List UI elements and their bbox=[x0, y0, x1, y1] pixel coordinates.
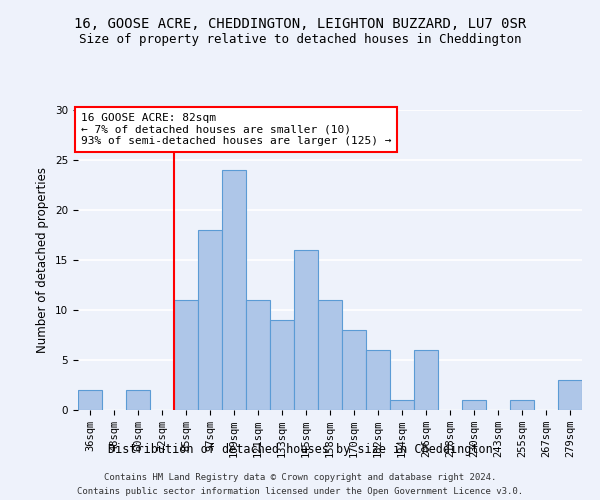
Text: Distribution of detached houses by size in Cheddington: Distribution of detached houses by size … bbox=[107, 442, 493, 456]
Bar bbox=[174, 300, 198, 410]
Text: Contains HM Land Registry data © Crown copyright and database right 2024.: Contains HM Land Registry data © Crown c… bbox=[104, 472, 496, 482]
Bar bbox=[462, 400, 486, 410]
Text: Size of property relative to detached houses in Cheddington: Size of property relative to detached ho… bbox=[79, 32, 521, 46]
Bar bbox=[510, 400, 534, 410]
Bar bbox=[222, 170, 246, 410]
Bar bbox=[390, 400, 414, 410]
Text: 16 GOOSE ACRE: 82sqm
← 7% of detached houses are smaller (10)
93% of semi-detach: 16 GOOSE ACRE: 82sqm ← 7% of detached ho… bbox=[80, 113, 391, 146]
Text: 16, GOOSE ACRE, CHEDDINGTON, LEIGHTON BUZZARD, LU7 0SR: 16, GOOSE ACRE, CHEDDINGTON, LEIGHTON BU… bbox=[74, 18, 526, 32]
Bar bbox=[198, 230, 222, 410]
Bar bbox=[318, 300, 342, 410]
Bar bbox=[246, 300, 270, 410]
Text: Contains public sector information licensed under the Open Government Licence v3: Contains public sector information licen… bbox=[77, 488, 523, 496]
Bar bbox=[558, 380, 582, 410]
Bar bbox=[342, 330, 366, 410]
Y-axis label: Number of detached properties: Number of detached properties bbox=[37, 167, 49, 353]
Bar bbox=[270, 320, 294, 410]
Bar bbox=[366, 350, 390, 410]
Bar bbox=[414, 350, 438, 410]
Bar bbox=[294, 250, 318, 410]
Bar bbox=[126, 390, 150, 410]
Bar bbox=[78, 390, 102, 410]
